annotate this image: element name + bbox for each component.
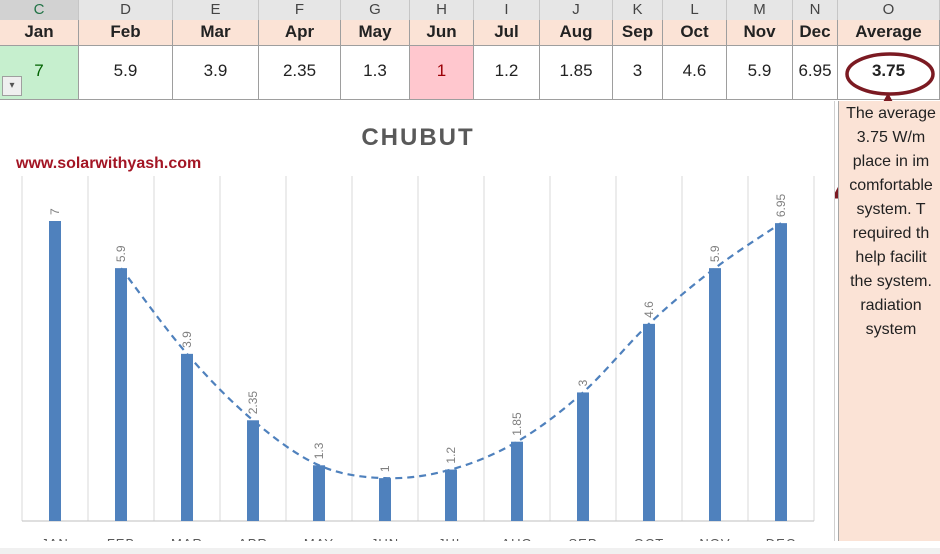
side-note-line: The average <box>846 105 936 122</box>
side-note-line: comfortable <box>849 177 933 194</box>
column-header-f[interactable]: F <box>259 0 341 20</box>
watermark: www.solarwithyash.com <box>15 155 201 172</box>
column-header-j[interactable]: J <box>540 0 613 20</box>
column-header-l[interactable]: L <box>663 0 727 20</box>
data-label: 1.85 <box>510 412 524 436</box>
category-label: MAY <box>304 536 334 541</box>
category-label: JUL <box>438 536 464 541</box>
bar <box>445 469 457 521</box>
month-header-cell[interactable]: Mar <box>173 20 259 46</box>
month-header-cell[interactable]: Feb <box>79 20 173 46</box>
month-value-cell[interactable]: 6.95 <box>793 46 838 100</box>
bar <box>181 353 193 521</box>
month-value-cell[interactable]: 1 <box>410 46 474 100</box>
value-row: 7 5.9 3.9 2.35 1.3 1 1.2 1.85 3 4.6 5.9 6.95 3.75 <box>0 46 940 100</box>
bar <box>511 441 523 521</box>
data-label: 3.9 <box>180 331 194 348</box>
month-value-cell[interactable]: 3 <box>613 46 663 100</box>
data-label: 1.2 <box>444 447 458 464</box>
column-header-g[interactable]: G <box>341 0 410 20</box>
bar <box>247 420 259 521</box>
column-header-o[interactable]: O <box>838 0 940 20</box>
bar <box>709 268 721 521</box>
side-note-line: the system. <box>850 273 932 290</box>
month-header-row: Jan Feb Mar Apr May Jun Jul Aug Sep Oct Nov Dec Aver… <box>0 20 940 46</box>
month-value-cell[interactable]: 4.6 <box>663 46 727 100</box>
data-label: 7 <box>48 208 62 215</box>
side-note-line: 3.75 W/m <box>856 129 926 146</box>
column-header-n[interactable]: N <box>793 0 838 20</box>
category-label: OCT <box>634 536 664 541</box>
category-label: SEP <box>568 536 597 541</box>
column-header-d[interactable]: D <box>79 0 173 20</box>
data-label: 5.9 <box>708 245 722 262</box>
month-header-cell[interactable]: Dec <box>793 20 838 46</box>
column-header-c[interactable]: C <box>0 0 79 20</box>
month-value-cell[interactable]: 5.9 <box>727 46 793 100</box>
category-label: JUN <box>371 536 399 541</box>
data-label: 3 <box>576 379 590 386</box>
month-value-cell[interactable]: 1.3 <box>341 46 410 100</box>
data-label: 6.95 <box>774 193 788 217</box>
column-header-h[interactable]: H <box>410 0 474 20</box>
data-label: 1.3 <box>312 442 326 459</box>
month-header-cell[interactable]: Oct <box>663 20 727 46</box>
month-value-cell[interactable]: 1.85 <box>540 46 613 100</box>
side-note-line: required th <box>852 225 930 242</box>
month-header-cell[interactable]: Apr <box>259 20 341 46</box>
month-header-cell[interactable]: Nov <box>727 20 793 46</box>
bar <box>379 478 391 521</box>
bar <box>313 465 325 521</box>
bar <box>643 323 655 521</box>
average-header-cell[interactable]: Average <box>838 20 940 46</box>
month-value-cell[interactable]: 3.9 <box>173 46 259 100</box>
column-header-k[interactable]: K <box>613 0 663 20</box>
month-header-cell[interactable]: Aug <box>540 20 613 46</box>
category-label: JAN <box>41 536 69 541</box>
data-label: 2.35 <box>246 391 260 415</box>
data-label: 4.6 <box>642 301 656 318</box>
side-note-panel: The average 3.75 W/m place in im comfortabl… <box>838 101 940 541</box>
data-label: 5.9 <box>114 245 128 262</box>
category-label: AUG <box>501 536 532 541</box>
month-header-cell[interactable]: Jun <box>410 20 474 46</box>
month-header-cell[interactable]: Jan <box>0 20 79 46</box>
side-note-line: system. T <box>856 201 926 218</box>
category-label: APR <box>238 536 268 541</box>
chart-svg: 7 5.9 3.9 2.35 1.3 1 1.2 1.85 3 4.6 5.9 6.95 JAN FEB M… <box>15 124 815 551</box>
data-label: 1 <box>378 465 392 472</box>
category-label: MAR <box>171 536 203 541</box>
average-value-cell[interactable]: 3.75 <box>838 46 940 100</box>
side-note-line: system <box>865 321 917 338</box>
bar <box>115 268 127 521</box>
month-value-cell[interactable]: 5.9 <box>79 46 173 100</box>
bar <box>577 392 589 521</box>
month-value-cell[interactable]: 1.2 <box>474 46 540 100</box>
side-note-line: help facilit <box>855 249 927 266</box>
chart-title: CHUBUT <box>361 124 474 151</box>
chart-area: 7 5.9 3.9 2.35 1.3 1 1.2 1.85 3 4.6 5.9 6.95 JAN FEB M… <box>0 101 835 551</box>
month-header-cell[interactable]: May <box>341 20 410 46</box>
dropdown-arrow-icon[interactable]: ▾ <box>2 76 22 96</box>
column-header-i[interactable]: I <box>474 0 540 20</box>
side-note-line: place in im <box>852 153 930 170</box>
category-label: NOV <box>699 536 730 541</box>
column-header-m[interactable]: M <box>727 0 793 20</box>
category-label: FEB <box>107 536 135 541</box>
month-header-cell[interactable]: Sep <box>613 20 663 46</box>
bar <box>49 221 61 521</box>
bar <box>775 223 787 521</box>
month-header-cell[interactable]: Jul <box>474 20 540 46</box>
column-header-e[interactable]: E <box>173 0 259 20</box>
side-note-line: radiation <box>860 297 922 314</box>
month-value-cell[interactable]: 2.35 <box>259 46 341 100</box>
trend-line <box>120 222 782 480</box>
sheet-tab-strip[interactable] <box>0 548 940 554</box>
category-label: DEC <box>766 536 796 541</box>
